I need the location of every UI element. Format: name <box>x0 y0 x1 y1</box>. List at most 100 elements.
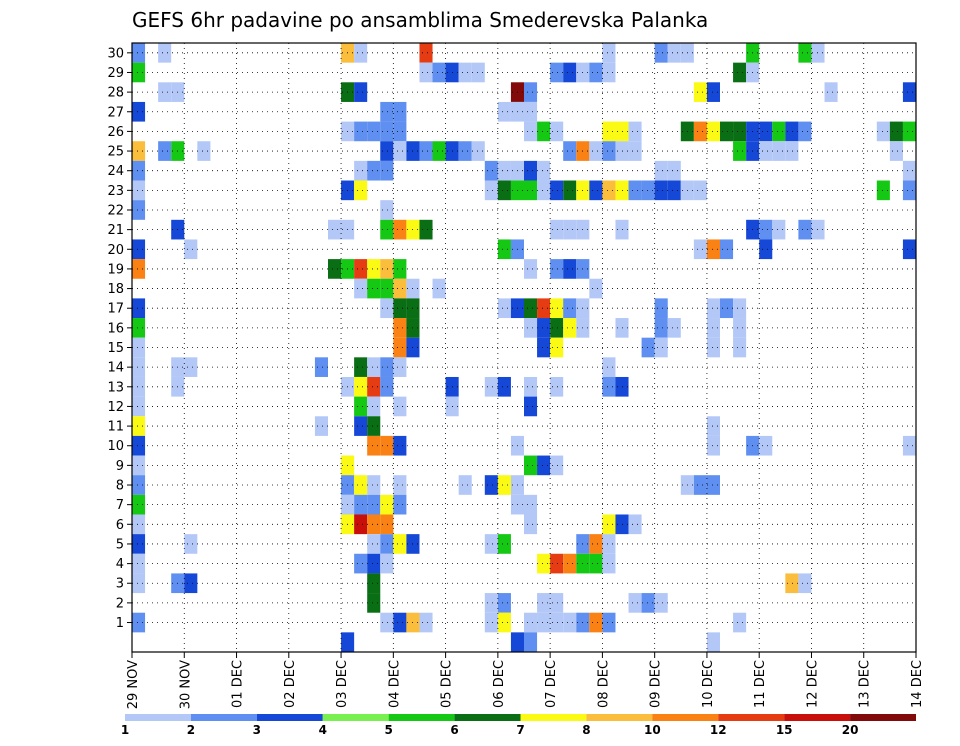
precip-cell <box>132 160 146 181</box>
colorbar-swatch <box>125 714 191 721</box>
precip-cell <box>798 121 812 142</box>
precip-cell <box>706 82 720 102</box>
precip-cell <box>524 180 538 201</box>
precip-cell <box>393 318 407 338</box>
precip-cell <box>733 62 747 83</box>
precip-cell <box>367 593 381 613</box>
precip-cell <box>380 121 394 142</box>
precip-cell <box>759 121 773 142</box>
precip-cell <box>393 141 407 161</box>
precip-cell <box>902 82 916 102</box>
precip-cell <box>602 62 616 83</box>
precip-cell <box>524 612 538 633</box>
precip-cell <box>602 612 616 633</box>
precip-cell <box>380 357 394 377</box>
y-tick-label: 23 <box>107 184 124 199</box>
x-tick-label: 10 DEC <box>701 660 716 708</box>
y-tick-label: 29 <box>107 66 124 81</box>
precip-cell <box>524 455 538 476</box>
precip-cell <box>314 416 328 436</box>
precip-cell <box>132 318 146 338</box>
colorbar-label: 20 <box>842 723 859 737</box>
precip-cell <box>733 298 747 319</box>
precip-cell <box>602 357 616 377</box>
y-tick-label: 6 <box>116 518 124 533</box>
precip-cell <box>889 121 903 142</box>
colorbar-label: 5 <box>384 723 392 737</box>
precip-cell <box>785 573 799 594</box>
precip-cell <box>693 239 707 260</box>
precip-cell <box>158 141 172 161</box>
precip-cell <box>484 534 498 554</box>
precip-cell <box>367 435 381 456</box>
precip-cell <box>354 259 368 279</box>
precip-cell <box>328 219 342 240</box>
precip-cell <box>458 62 472 83</box>
precip-cell <box>393 121 407 142</box>
precip-cell <box>314 357 328 377</box>
precip-cell <box>367 376 381 397</box>
y-tick-label: 30 <box>107 46 124 61</box>
precip-cell <box>471 62 485 83</box>
precip-cell <box>432 141 446 161</box>
precip-cell <box>563 180 577 201</box>
precip-cell <box>706 475 720 495</box>
precip-cell <box>759 219 773 240</box>
chart-title: GEFS 6hr padavine po ansamblima Smederev… <box>132 8 708 32</box>
precip-cell <box>706 239 720 260</box>
precip-cell <box>667 318 681 338</box>
precip-cell <box>733 121 747 142</box>
precip-cell <box>550 455 564 476</box>
precip-cell <box>733 141 747 161</box>
precip-cell <box>132 553 146 574</box>
x-tick-label: 01 DEC <box>231 660 246 708</box>
precip-cell <box>798 43 812 63</box>
colorbar: 1 2 3 4 5 6 7 8 10 12 15 20 <box>121 714 916 737</box>
precip-cell <box>380 259 394 279</box>
precip-cell <box>654 593 668 613</box>
precip-cell <box>380 141 394 161</box>
precip-cell <box>654 43 668 63</box>
precip-cell <box>654 160 668 181</box>
precip-cell <box>589 141 603 161</box>
precip-cell <box>393 612 407 633</box>
y-tick-label: 15 <box>107 341 124 356</box>
precip-cell <box>550 298 564 319</box>
y-tick-label: 4 <box>116 557 124 572</box>
precip-cell <box>367 573 381 594</box>
precip-cell <box>497 376 511 397</box>
precip-cell <box>497 475 511 495</box>
precip-cell <box>563 62 577 83</box>
precip-cell <box>380 298 394 319</box>
precip-cell <box>628 141 642 161</box>
precip-cell <box>720 298 734 319</box>
precip-cell <box>772 219 786 240</box>
precip-cell <box>902 180 916 201</box>
x-axis: 29 NOV 30 NOV 01 DEC 02 DEC 03 DEC 04 DEC 05 D… <box>126 652 925 709</box>
y-tick-label: 3 <box>116 577 124 592</box>
precip-cell <box>628 180 642 201</box>
precip-cell <box>497 612 511 633</box>
y-tick-label: 11 <box>107 420 124 435</box>
precip-cell <box>589 612 603 633</box>
precip-cell <box>524 101 538 122</box>
precip-cell <box>759 239 773 260</box>
precip-cell <box>667 160 681 181</box>
precip-cell <box>432 278 446 299</box>
precip-cell <box>354 43 368 63</box>
precip-cell <box>902 435 916 456</box>
precip-cell <box>902 160 916 181</box>
precip-cell <box>759 435 773 456</box>
precip-cell <box>563 259 577 279</box>
precip-cell <box>497 534 511 554</box>
precip-cell <box>798 573 812 594</box>
precip-cell <box>380 534 394 554</box>
colorbar-label: 1 <box>121 723 129 737</box>
precip-cell <box>602 121 616 142</box>
precip-cell <box>367 357 381 377</box>
y-tick-label: 24 <box>107 164 124 179</box>
precip-cell <box>380 376 394 397</box>
precip-cell <box>563 612 577 633</box>
precip-cell <box>563 219 577 240</box>
